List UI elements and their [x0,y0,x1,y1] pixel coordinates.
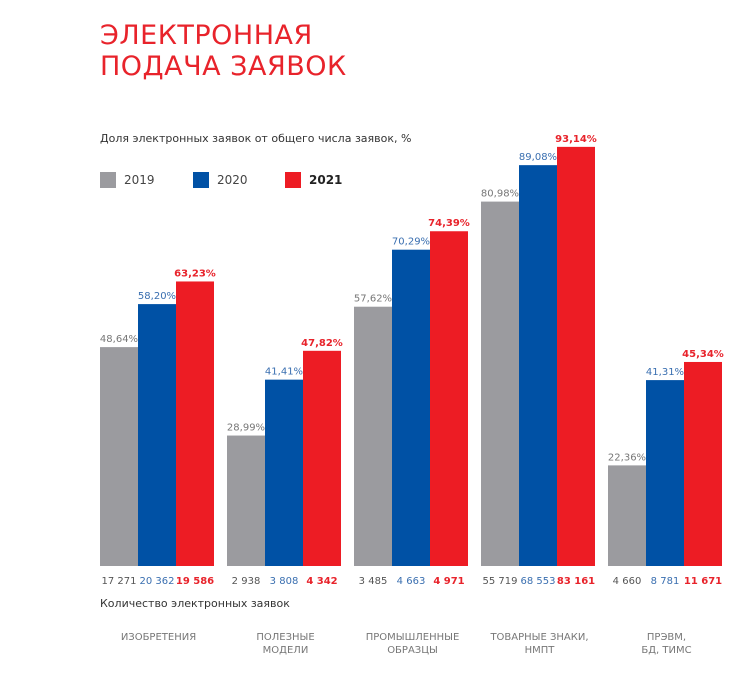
legend-swatch [100,172,116,188]
count-label: 11 671 [684,576,722,587]
bar-2021-4 [684,361,722,566]
count-label: 3 485 [359,576,388,587]
count-label: 17 271 [102,576,137,587]
count-label: 8 781 [651,576,680,587]
chart-subtitle: Доля электронных заявок от общего числа … [100,132,412,145]
data-label: 47,82% [301,338,343,349]
data-label: 93,14% [555,134,597,145]
category-label: ИЗОБРЕТЕНИЯ [120,632,197,643]
bar-2019-2 [354,306,392,566]
data-label: 48,64% [100,334,138,345]
category-label: ТОВАРНЫЕ ЗНАКИ, НМПТ [490,632,589,656]
counts-label: Количество электронных заявок [100,597,290,610]
bar-2020-4 [646,380,684,566]
category-label: ПРЭВМ, БД, ТИМС [641,632,692,656]
bar-2020-1 [265,379,303,566]
data-label: 41,31% [646,367,684,378]
data-label: 89,08% [519,152,557,163]
legend-label: 2021 [309,173,343,187]
category-label: ПРОМЫШЛЕННЫЕ ОБРАЗЦЫ [365,632,460,656]
bar-2019-1 [227,435,265,566]
legend-label: 2020 [217,173,248,187]
count-label: 4 342 [306,576,337,587]
legend-2020: 2020 [193,172,248,188]
data-label: 58,20% [138,291,176,302]
legend-2019: 2019 [100,172,155,188]
bar-2020-2 [392,249,430,566]
bar-2019-0 [100,347,138,566]
bar-2021-2 [430,231,468,566]
bar-2020-0 [138,304,176,566]
category-label: ПОЛЕЗНЫЕ МОДЕЛИ [256,632,315,656]
count-label: 83 161 [557,576,595,587]
data-label: 74,39% [428,218,470,229]
count-label: 4 663 [397,576,426,587]
bar-2019-3 [481,201,519,566]
chart-title: ЭЛЕКТРОННАЯ ПОДАЧА ЗАЯВОК [100,20,347,82]
data-label: 28,99% [227,423,265,434]
legend-swatch [285,172,301,188]
count-label: 4 660 [613,576,642,587]
data-label: 22,36% [608,452,646,463]
legend-2021: 2021 [285,172,342,188]
data-label: 45,34% [682,349,724,360]
bar-2021-1 [303,350,341,566]
data-label: 63,23% [174,268,216,279]
count-label: 20 362 [140,576,175,587]
count-label: 55 719 [483,576,518,587]
data-label: 57,62% [354,294,392,305]
bar-2019-4 [608,465,646,566]
legend-swatch [193,172,209,188]
legend-label: 2019 [124,173,155,187]
data-label: 80,98% [481,189,519,200]
data-label: 41,41% [265,367,303,378]
data-label: 70,29% [392,237,430,248]
bar-2020-3 [519,165,557,566]
bar-2021-0 [176,281,214,566]
bar-2021-3 [557,146,595,566]
count-label: 19 586 [176,576,214,587]
count-label: 68 553 [521,576,556,587]
count-label: 3 808 [270,576,299,587]
count-label: 4 971 [433,576,464,587]
count-label: 2 938 [232,576,261,587]
